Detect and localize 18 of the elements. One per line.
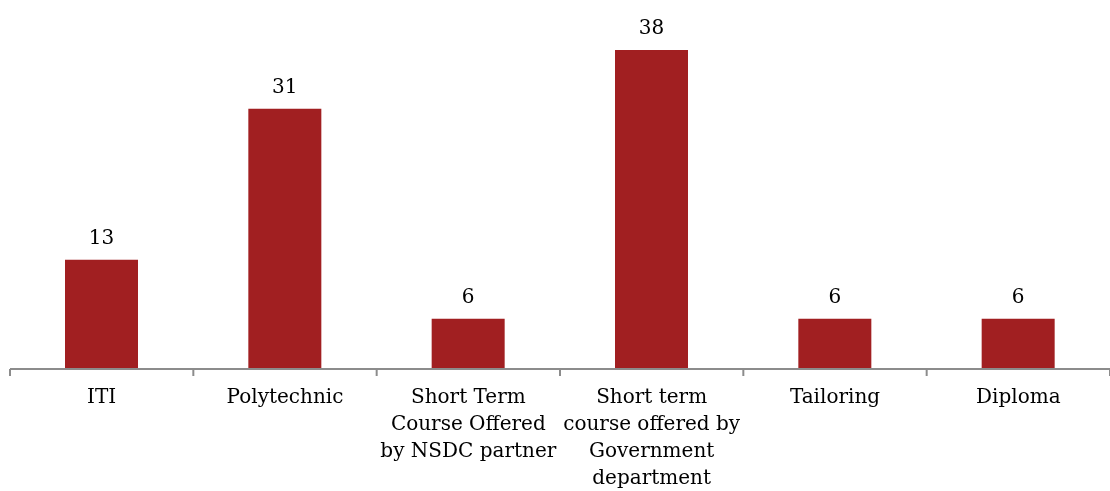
data-label: 31 [272,73,298,98]
data-label: 38 [638,15,665,39]
x-tick-label: ITI [87,384,117,408]
bar [431,318,505,369]
x-tick-label: Short Term Course Offered by NSDC partner [380,384,557,462]
x-tick-label: Polytechnic [226,384,344,408]
bar [248,108,322,369]
data-label: 13 [88,224,115,249]
x-tick-label: Diploma [976,384,1061,408]
bar [798,318,872,369]
x-tick-label: Tailoring [789,384,881,408]
bar [615,50,688,369]
data-label: 6 [461,283,475,308]
bar [981,318,1055,369]
data-label: 6 [1011,283,1025,308]
bar [65,259,138,369]
data-label: 6 [828,283,842,308]
x-tick-label: Short term course offered by Government department [563,384,741,489]
